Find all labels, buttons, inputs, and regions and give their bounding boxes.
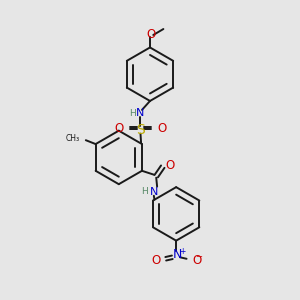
Text: O: O [115,122,124,135]
Text: +: + [179,247,186,256]
Text: −: − [195,252,202,261]
Text: O: O [157,122,167,135]
Text: O: O [192,254,201,267]
Text: N: N [136,108,145,118]
Text: H: H [141,188,148,196]
Text: H: H [129,109,136,118]
Text: O: O [165,159,174,172]
Text: N: N [150,187,158,197]
Text: O: O [146,28,155,41]
Text: O: O [151,254,160,267]
Text: S: S [136,123,145,137]
Text: N: N [172,248,182,261]
Text: CH₃: CH₃ [66,134,80,143]
